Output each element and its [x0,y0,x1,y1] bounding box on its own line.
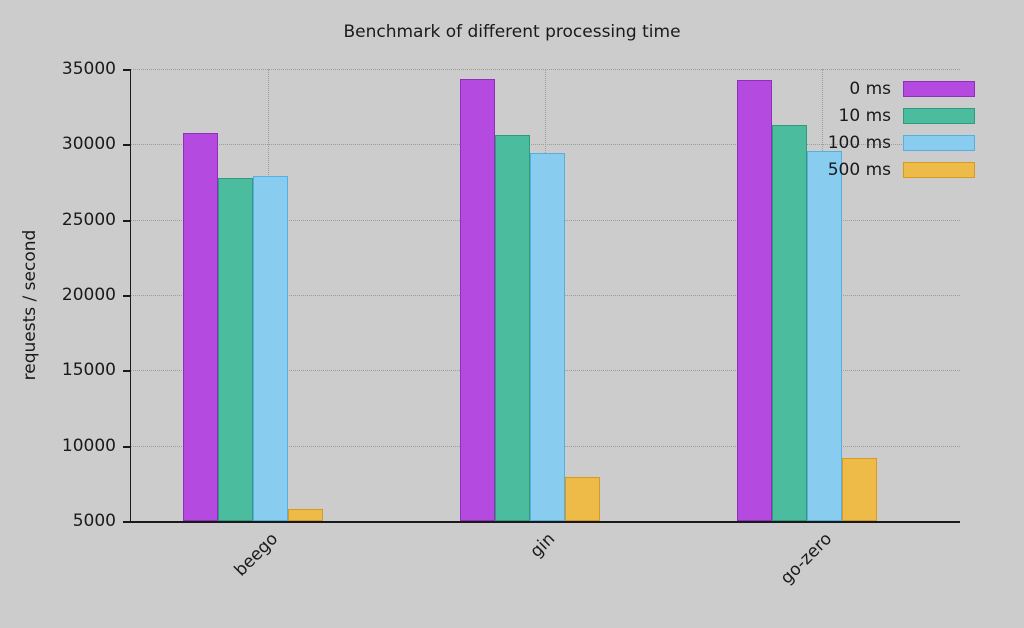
legend-label: 10 ms [838,106,891,126]
x-axis-line [130,521,960,523]
legend-item-0-ms: 0 ms [790,78,975,100]
bar-go-zero-10-ms [771,124,807,521]
legend-swatch [903,81,975,97]
legend-item-100-ms: 100 ms [790,132,975,154]
bar-go-zero-500-ms [841,457,877,521]
y-axis-title: requests / second [20,229,40,381]
y-tick-mark [123,445,131,448]
y-tick-mark [123,69,131,71]
legend-item-10-ms: 10 ms [790,105,975,127]
legend-label: 0 ms [849,79,891,99]
bar-beego-500-ms [288,508,324,521]
y-tick-label: 20000 [61,285,116,305]
x-tick-label-beego: beego [230,529,283,581]
y-tick-mark [123,295,131,297]
y-tick-label: 30000 [61,134,116,155]
bar-beego-0-ms [183,133,219,521]
y-tick-label: 15000 [61,360,116,381]
bar-beego-100-ms [253,175,289,521]
legend-swatch [903,108,975,124]
legend-swatch [903,135,975,151]
bar-gin-500-ms [565,477,600,521]
y-tick-mark [123,144,131,147]
y-tick-mark [123,521,131,523]
y-axis-line [130,69,131,522]
y-tick-label: 10000 [61,435,116,456]
bar-go-zero-100-ms [806,151,842,521]
bar-beego-10-ms [218,178,254,521]
y-tick-label: 5000 [72,511,116,531]
legend-label: 100 ms [827,133,891,153]
chart-legend: 0 ms 10 ms 100 ms 500 ms [790,78,975,186]
bar-gin-10-ms [495,134,530,521]
bar-gin-0-ms [460,78,495,521]
bar-go-zero-0-ms [736,80,772,521]
x-tick-label-gin: gin [526,529,560,562]
y-tick-label: 35000 [61,59,116,79]
y-tick-mark [123,219,131,222]
legend-label: 500 ms [827,160,891,180]
y-tick-mark [123,370,131,373]
legend-swatch [903,162,975,178]
legend-item-500-ms: 500 ms [790,159,975,181]
bar-gin-100-ms [530,153,565,521]
x-tick-label-go-zero: go-zero [776,529,836,589]
plot-area [130,69,960,522]
y-tick-label: 25000 [61,209,116,230]
chart-title: Benchmark of different processing time [343,22,681,42]
chart-figure: Benchmark of different processing time r… [20,22,975,588]
